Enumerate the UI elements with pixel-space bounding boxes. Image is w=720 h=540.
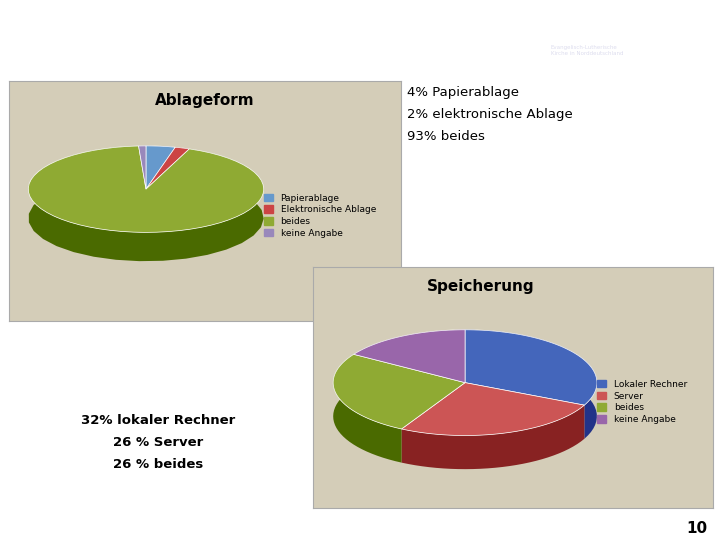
Polygon shape xyxy=(28,146,264,232)
Text: Evangelisch-Lutherische
Kirche in Norddeutschland: Evangelisch-Lutherische Kirche in Nordde… xyxy=(551,45,624,56)
Polygon shape xyxy=(465,330,597,405)
Text: Speicherung: Speicherung xyxy=(427,279,535,294)
Polygon shape xyxy=(402,405,585,469)
Polygon shape xyxy=(175,147,189,178)
Polygon shape xyxy=(146,147,189,189)
Text: 32% lokaler Rechner
26 % Server
26 % beides: 32% lokaler Rechner 26 % Server 26 % bei… xyxy=(81,414,235,471)
Polygon shape xyxy=(333,354,465,429)
Polygon shape xyxy=(29,146,264,261)
Legend: Papierablage, Elektronische Ablage, beides, keine Angabe: Papierablage, Elektronische Ablage, beid… xyxy=(264,193,376,238)
Text: Landeskirchliches Archiv: Landeskirchliches Archiv xyxy=(551,17,649,23)
Polygon shape xyxy=(354,330,465,388)
Polygon shape xyxy=(138,146,146,189)
Polygon shape xyxy=(402,383,585,435)
Polygon shape xyxy=(465,330,597,439)
Polygon shape xyxy=(146,146,175,176)
Polygon shape xyxy=(354,330,465,383)
Text: 10: 10 xyxy=(687,521,708,536)
Text: Ablageform: Ablageform xyxy=(155,93,255,108)
Polygon shape xyxy=(138,146,146,175)
Text: Umfrage SGV: Umfrage SGV xyxy=(13,34,148,52)
Polygon shape xyxy=(333,354,402,463)
Text: 4% Papierablage
2% elektronische Ablage
93% beides: 4% Papierablage 2% elektronische Ablage … xyxy=(407,86,572,144)
Legend: Lokaler Rechner, Server, beides, keine Angabe: Lokaler Rechner, Server, beides, keine A… xyxy=(598,380,687,424)
Polygon shape xyxy=(146,146,175,189)
